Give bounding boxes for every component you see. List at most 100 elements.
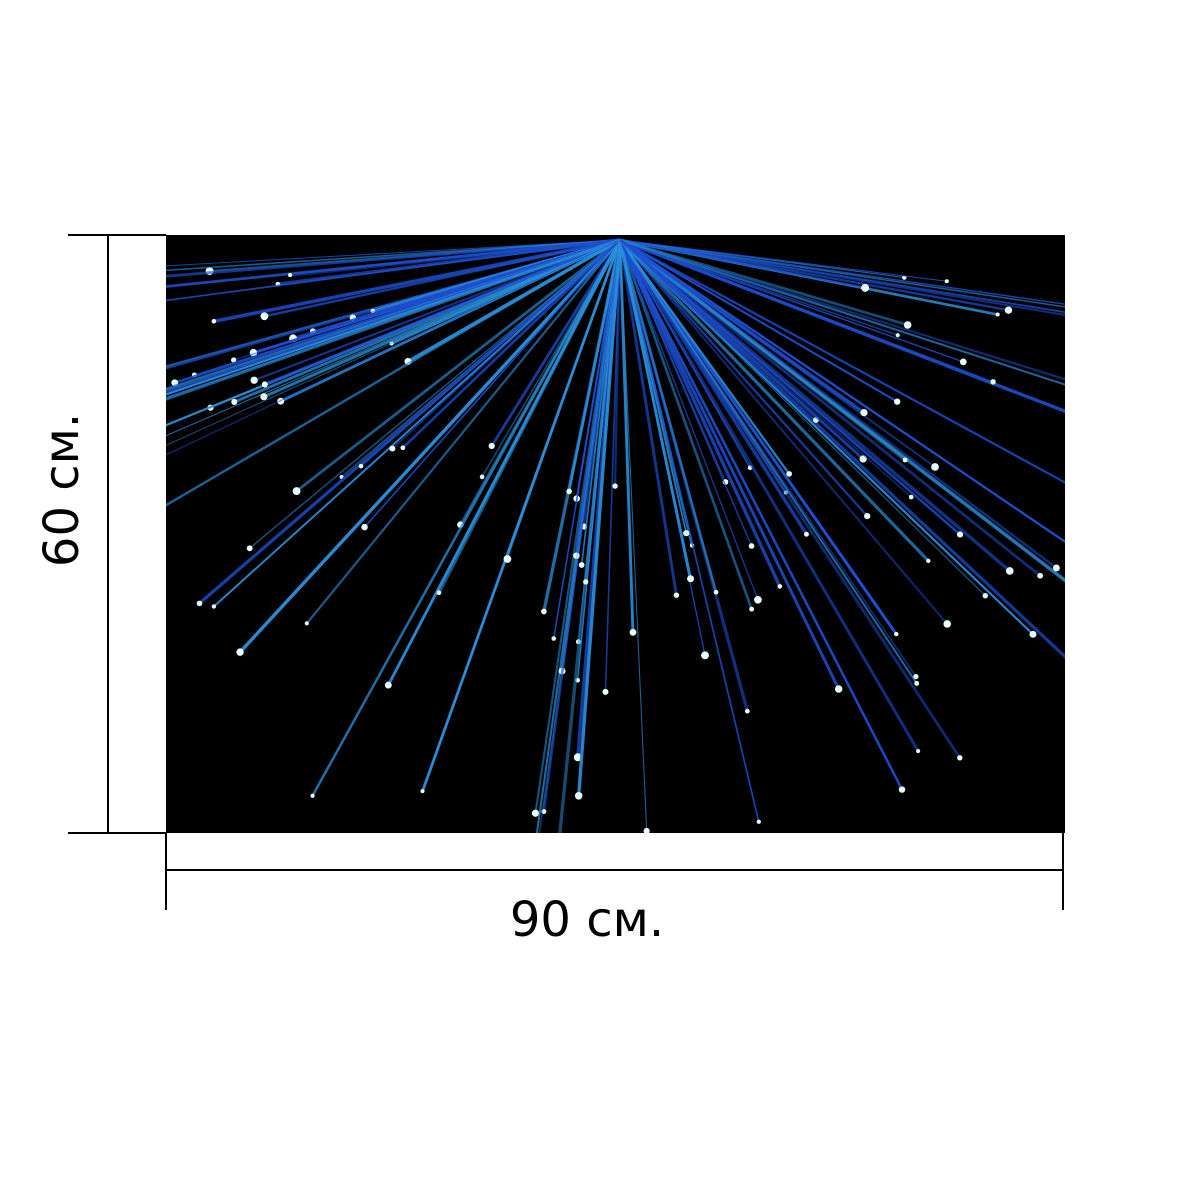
ray-tip xyxy=(995,312,1000,317)
ray-tip xyxy=(754,595,762,604)
light-ray xyxy=(619,238,909,327)
ray-tip xyxy=(310,793,315,798)
ray-tip xyxy=(400,445,406,451)
ray-tip xyxy=(292,487,301,495)
ray-tip xyxy=(0,453,4,460)
ray-tip xyxy=(114,404,118,408)
light-ray xyxy=(490,239,622,447)
ray-tip xyxy=(957,755,963,761)
ray-tip xyxy=(786,471,793,477)
light-ray xyxy=(166,239,621,272)
light-ray xyxy=(618,239,920,752)
ray-tip xyxy=(236,648,244,656)
ray-tip xyxy=(96,483,103,490)
image-background xyxy=(166,235,1065,833)
light-ray xyxy=(166,239,621,456)
ray-tip xyxy=(99,307,103,311)
light-ray xyxy=(618,238,1011,573)
ray-tip xyxy=(643,827,650,833)
ray-tip xyxy=(389,445,396,452)
ray-tip xyxy=(804,531,809,537)
ray-tip xyxy=(777,584,783,589)
light-ray xyxy=(619,239,947,282)
light-ray xyxy=(618,239,678,596)
ray-tip xyxy=(943,620,951,628)
light-ray xyxy=(619,239,948,625)
light-ray xyxy=(619,239,1065,305)
ray-tip xyxy=(914,680,920,686)
ray-tip xyxy=(687,575,695,583)
ray-tip xyxy=(1029,630,1037,638)
ray-tip xyxy=(196,600,203,607)
light-ray xyxy=(618,239,692,580)
light-ray xyxy=(166,238,621,278)
light-ray xyxy=(481,239,621,478)
ray-tip xyxy=(1052,564,1060,572)
ray-tip xyxy=(96,462,101,467)
ray-tip xyxy=(231,398,238,405)
ray-tip xyxy=(956,531,964,538)
ray-tip xyxy=(602,688,609,695)
ray-tip xyxy=(894,398,901,405)
ray-tip xyxy=(211,604,217,609)
light-ray xyxy=(619,239,753,547)
light-ray xyxy=(577,239,622,796)
light-ray xyxy=(618,239,753,610)
light-ray xyxy=(618,239,904,791)
ray-tip xyxy=(683,530,690,537)
light-ray xyxy=(166,239,621,446)
light-ray xyxy=(506,239,621,560)
light-ray xyxy=(618,239,962,759)
ray-tip xyxy=(744,708,750,714)
ray-tip xyxy=(982,592,988,599)
ray-tip xyxy=(926,558,931,564)
ray-tip xyxy=(246,545,253,552)
ray-tip xyxy=(583,579,589,585)
ray-tip xyxy=(629,628,637,636)
ray-tip xyxy=(1005,567,1014,575)
light-ray xyxy=(311,239,622,797)
ray-tip xyxy=(1080,382,1084,386)
ray-tip xyxy=(1090,316,1097,323)
light-ray xyxy=(619,239,648,831)
ray-tip xyxy=(436,590,442,596)
ray-tip xyxy=(20,480,27,487)
print-image xyxy=(0,235,1151,848)
ray-tip xyxy=(749,606,755,612)
light-ray xyxy=(619,239,994,383)
ray-tip xyxy=(864,513,871,520)
light-ray xyxy=(249,239,621,549)
ray-tip xyxy=(931,463,939,471)
light-ray xyxy=(619,239,688,534)
ray-tip xyxy=(748,543,755,549)
ray-tip xyxy=(834,685,843,693)
light-ray xyxy=(619,239,760,822)
light-ray xyxy=(618,239,840,690)
ray-tip xyxy=(1144,408,1151,415)
light-ray xyxy=(567,239,622,492)
ray-tip xyxy=(916,748,921,754)
light-ray xyxy=(619,239,866,289)
light-ray xyxy=(401,239,621,449)
ray-tip xyxy=(903,321,912,329)
light-ray xyxy=(618,239,635,633)
ray-tip xyxy=(304,621,309,626)
light-ray xyxy=(619,239,898,403)
ray-tip xyxy=(150,264,154,268)
ray-tip xyxy=(531,809,540,817)
light-ray xyxy=(538,239,621,833)
height-label: 60 см. xyxy=(34,413,90,567)
ray-tip xyxy=(28,283,36,291)
ray-tip xyxy=(574,792,583,800)
ray-tip xyxy=(701,651,709,660)
ray-tip xyxy=(211,318,217,324)
ray-tip xyxy=(555,841,562,848)
ray-tip xyxy=(1037,572,1044,579)
ray-tip xyxy=(578,562,585,568)
ray-tip xyxy=(231,357,237,363)
ray-tip xyxy=(479,474,485,480)
ray-tip xyxy=(861,283,870,292)
ray-tip xyxy=(895,333,900,338)
